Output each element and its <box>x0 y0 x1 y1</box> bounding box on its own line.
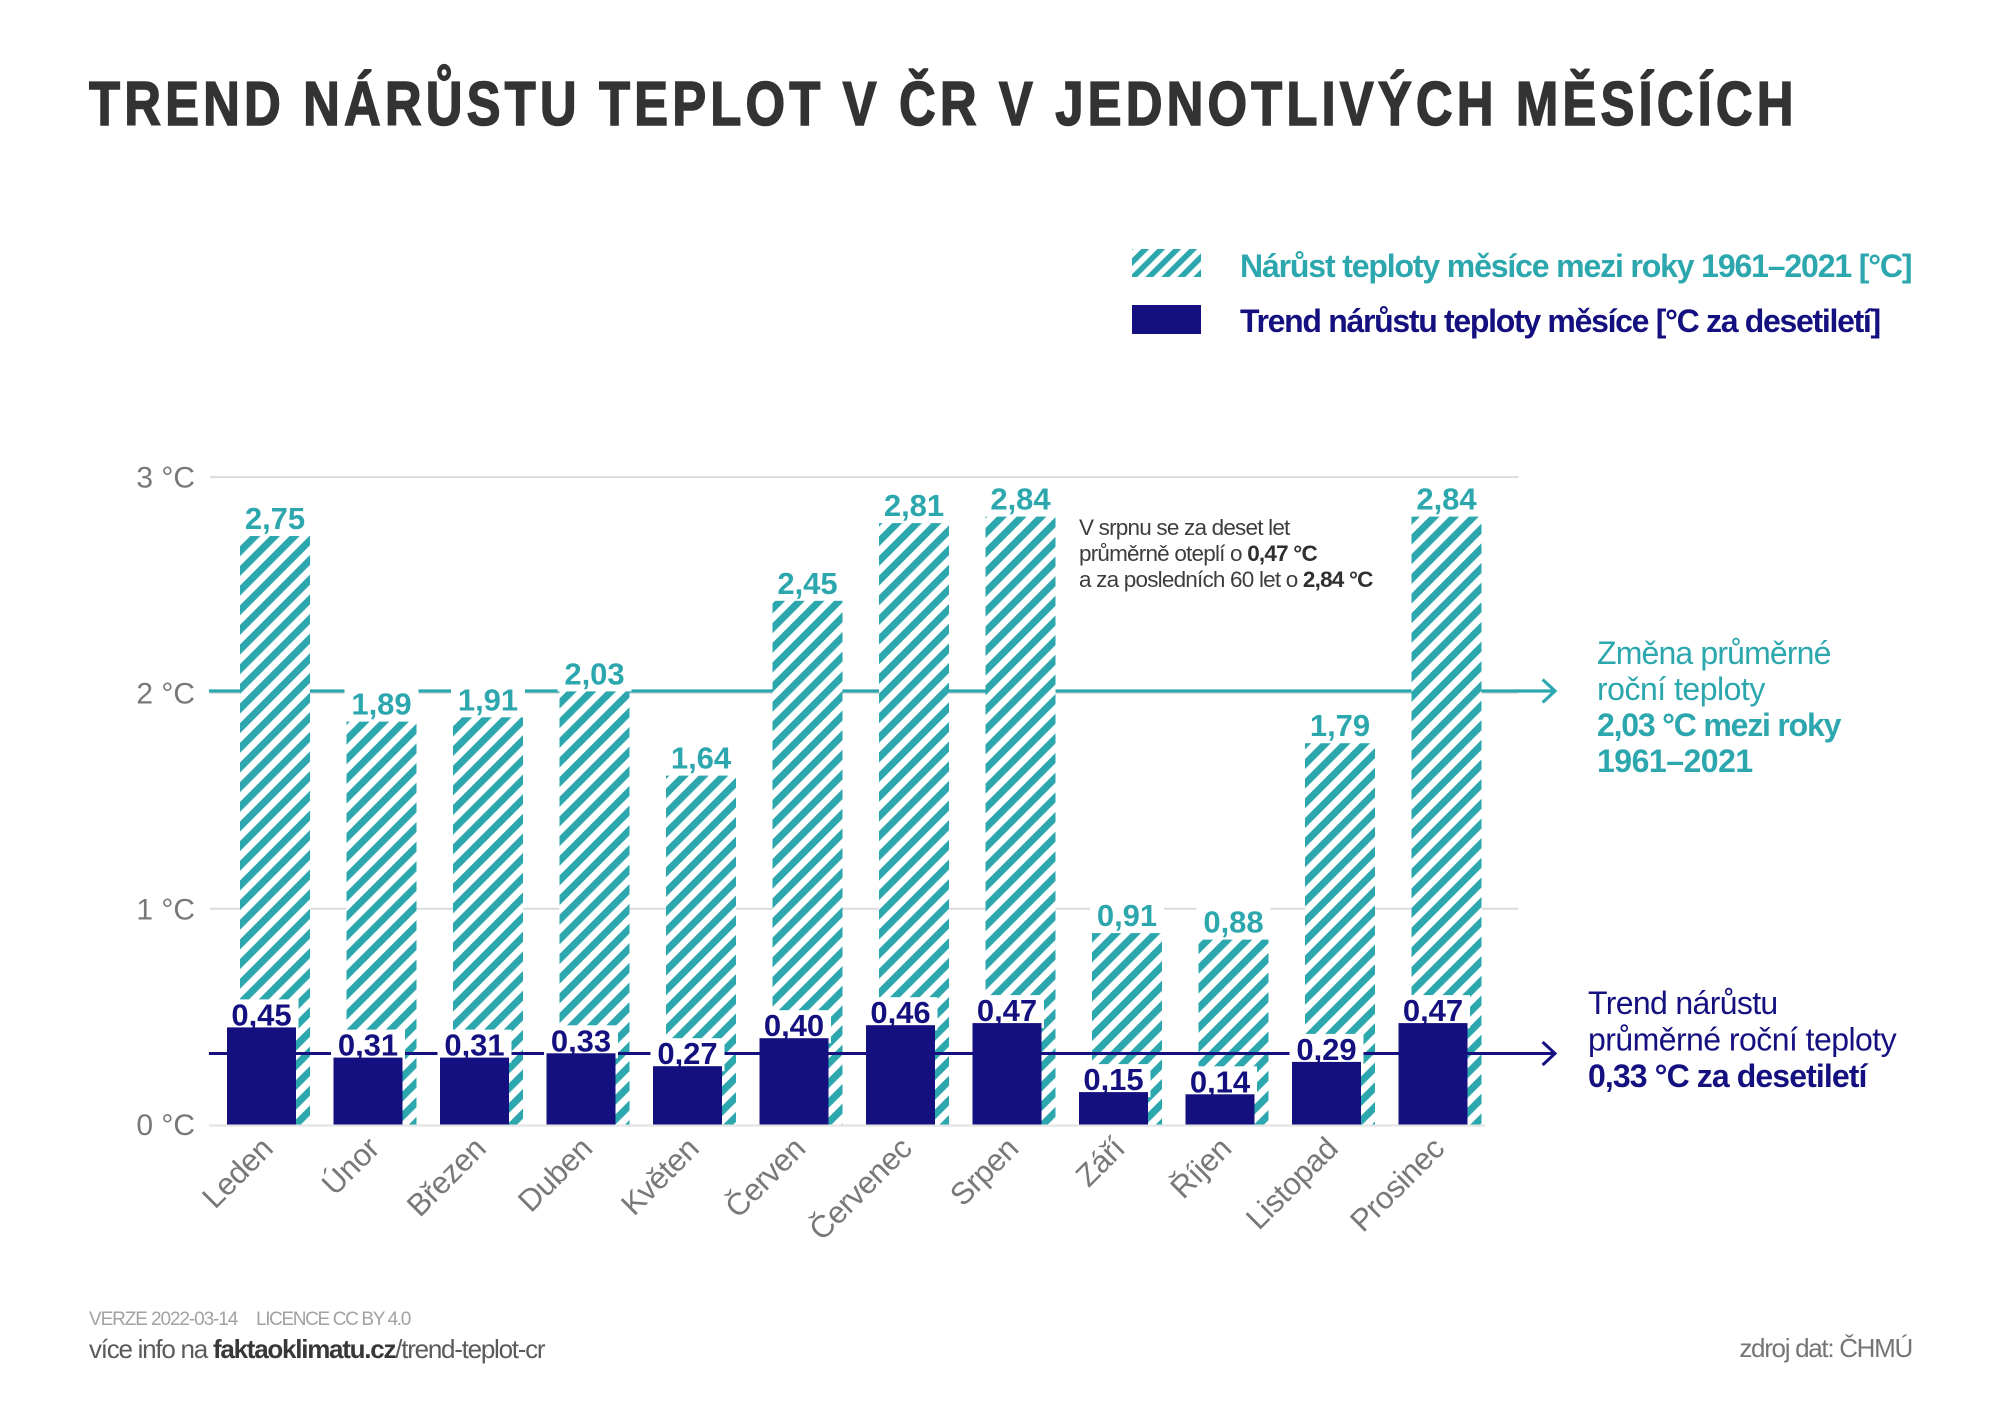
svg-text:0,27: 0,27 <box>657 1036 717 1071</box>
svg-text:2,84: 2,84 <box>1416 482 1477 517</box>
svg-text:2,75: 2,75 <box>245 501 305 536</box>
svg-text:a za posledních 60 let o 2,84: a za posledních 60 let o 2,84 °C <box>1079 567 1373 592</box>
svg-text:Změna průměrné: Změna průměrné <box>1597 635 1831 671</box>
svg-text:0,45: 0,45 <box>231 997 291 1032</box>
svg-text:VERZE 2022-03-14: VERZE 2022-03-14 <box>89 1309 239 1330</box>
svg-text:0,29: 0,29 <box>1296 1032 1356 1067</box>
svg-text:2 °C: 2 °C <box>136 678 195 711</box>
svg-text:0 °C: 0 °C <box>136 1109 195 1142</box>
svg-text:Trend nárůstu teploty měsíce [: Trend nárůstu teploty měsíce [°C za dese… <box>1240 303 1880 339</box>
svg-text:zdroj dat: ČHMÚ: zdroj dat: ČHMÚ <box>1739 1333 1912 1363</box>
svg-text:průměrně oteplí o 0,47 °C: průměrně oteplí o 0,47 °C <box>1079 541 1317 566</box>
svg-text:1 °C: 1 °C <box>136 893 195 926</box>
svg-text:1,89: 1,89 <box>351 687 411 722</box>
svg-text:0,31: 0,31 <box>338 1028 398 1063</box>
svg-text:1,91: 1,91 <box>458 682 518 717</box>
svg-text:0,40: 0,40 <box>764 1008 824 1043</box>
svg-text:Trend nárůstu: Trend nárůstu <box>1588 985 1778 1021</box>
svg-text:LICENCE CC BY 4.0: LICENCE CC BY 4.0 <box>256 1309 411 1330</box>
svg-text:1961–2021: 1961–2021 <box>1597 743 1753 779</box>
svg-text:2,03: 2,03 <box>564 656 624 691</box>
svg-text:0,47: 0,47 <box>1403 993 1463 1028</box>
svg-text:více info na faktaoklimatu.cz/: více info na faktaoklimatu.cz/trend-tepl… <box>89 1334 546 1364</box>
svg-text:3 °C: 3 °C <box>136 462 195 495</box>
svg-text:0,33 °C za desetiletí: 0,33 °C za desetiletí <box>1588 1058 1868 1094</box>
svg-text:0,14: 0,14 <box>1190 1064 1251 1099</box>
svg-text:0,88: 0,88 <box>1203 905 1263 940</box>
svg-text:0,15: 0,15 <box>1083 1062 1143 1097</box>
svg-text:0,33: 0,33 <box>551 1023 611 1058</box>
svg-text:2,03 °C mezi roky: 2,03 °C mezi roky <box>1597 707 1842 743</box>
svg-text:roční teploty: roční teploty <box>1597 671 1765 707</box>
svg-text:průměrné roční teploty: průměrné roční teploty <box>1588 1022 1897 1058</box>
svg-text:2,45: 2,45 <box>777 566 837 601</box>
svg-text:0,31: 0,31 <box>444 1028 504 1063</box>
svg-text:0,46: 0,46 <box>870 995 930 1030</box>
svg-text:TREND NÁRŮSTU TEPLOT V ČR V JE: TREND NÁRŮSTU TEPLOT V ČR V JEDNOTLIVÝCH… <box>89 64 1798 139</box>
svg-text:0,91: 0,91 <box>1097 898 1157 933</box>
svg-text:V srpnu se za deset let: V srpnu se za deset let <box>1079 515 1291 540</box>
svg-text:1,79: 1,79 <box>1310 708 1370 743</box>
svg-text:1,64: 1,64 <box>671 741 732 776</box>
svg-text:2,81: 2,81 <box>884 488 944 523</box>
svg-text:2,84: 2,84 <box>990 482 1051 517</box>
svg-text:0,47: 0,47 <box>977 993 1037 1028</box>
svg-text:Nárůst teploty měsíce mezi rok: Nárůst teploty měsíce mezi roky 1961–202… <box>1240 248 1911 284</box>
